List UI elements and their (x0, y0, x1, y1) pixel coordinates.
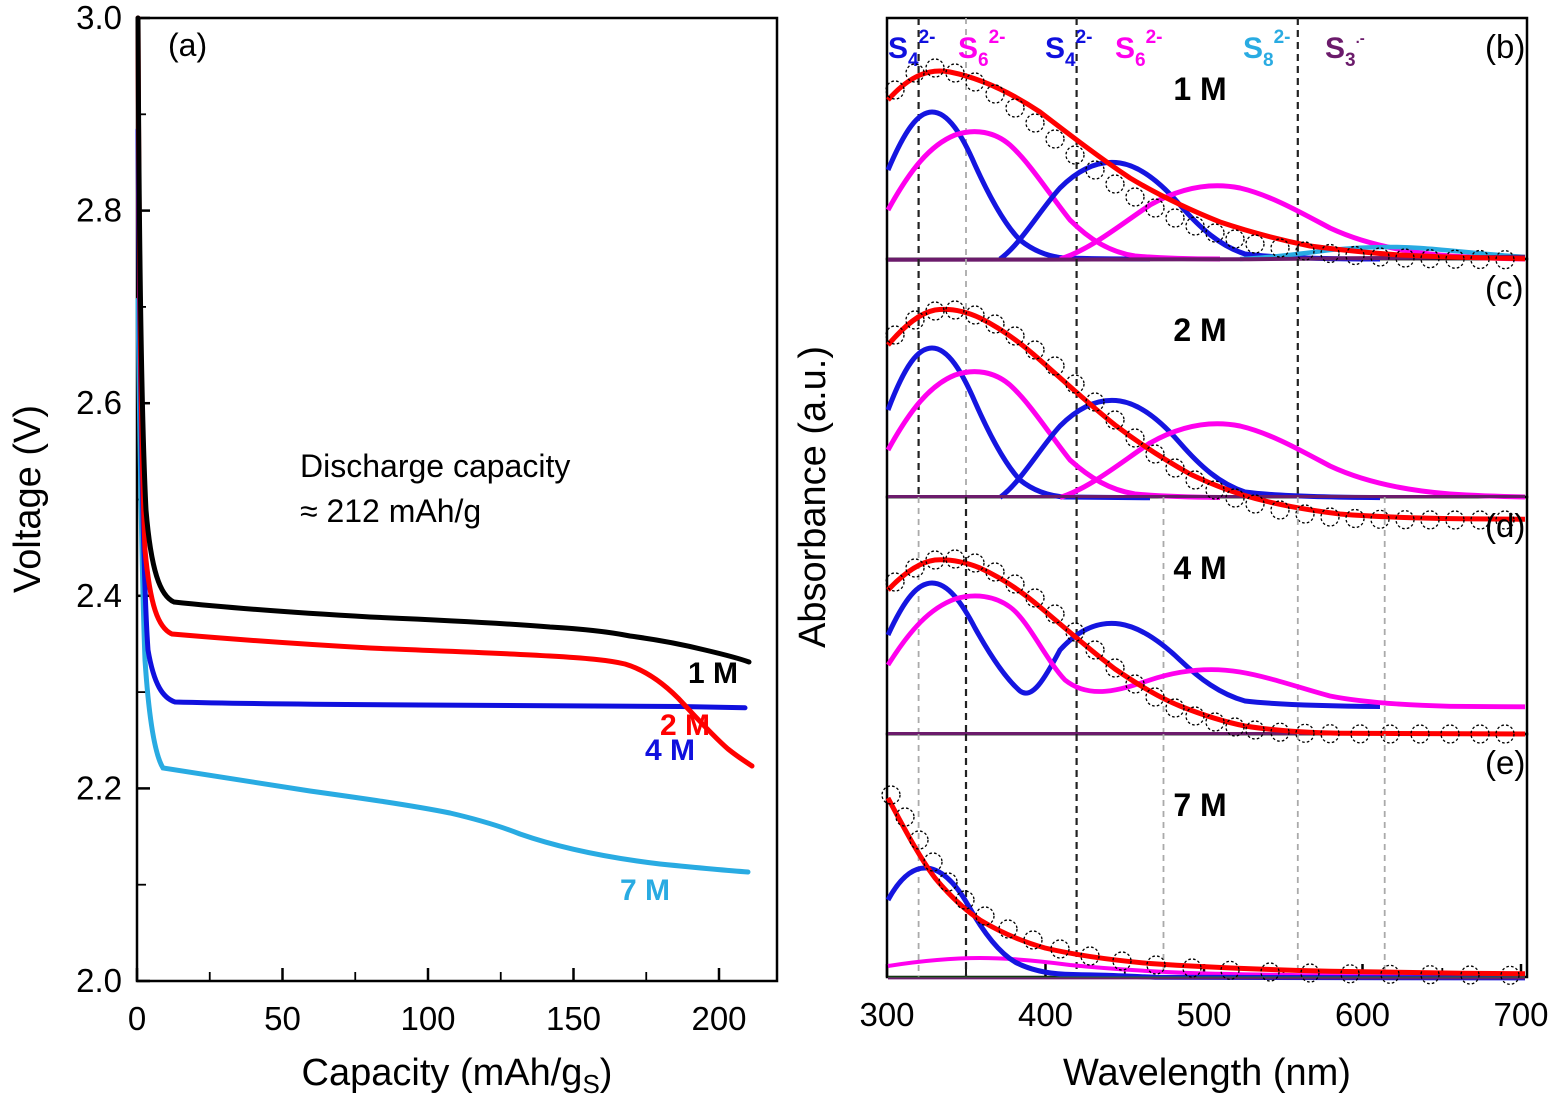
svg-text:1 M: 1 M (1173, 71, 1226, 107)
svg-text:2.8: 2.8 (76, 192, 122, 229)
svg-text:≈ 212 mAh/g: ≈ 212 mAh/g (300, 493, 481, 529)
svg-text:Wavelength (nm): Wavelength (nm) (1063, 1052, 1351, 1094)
svg-text:(c): (c) (1485, 269, 1523, 306)
svg-text:2.0: 2.0 (76, 962, 122, 999)
svg-text:7 M: 7 M (1173, 787, 1226, 823)
svg-text:2.6: 2.6 (76, 384, 122, 421)
svg-text:3.0: 3.0 (76, 0, 122, 36)
svg-text:(d): (d) (1485, 507, 1525, 544)
svg-text:Voltage (V): Voltage (V) (7, 405, 49, 593)
svg-text:(b): (b) (1485, 28, 1525, 65)
svg-text:Absorbance (a.u.): Absorbance (a.u.) (792, 346, 834, 648)
svg-text:200: 200 (691, 1000, 746, 1037)
svg-text:100: 100 (400, 1000, 455, 1037)
svg-text:150: 150 (546, 1000, 601, 1037)
svg-text:2 M: 2 M (1173, 312, 1226, 348)
svg-text:600: 600 (1335, 996, 1390, 1033)
svg-text:Discharge capacity: Discharge capacity (300, 448, 570, 484)
svg-text:1 M: 1 M (688, 657, 738, 690)
svg-text:2.2: 2.2 (76, 769, 122, 806)
svg-text:0: 0 (128, 1000, 146, 1037)
svg-text:(a): (a) (168, 27, 207, 63)
svg-text:300: 300 (859, 996, 914, 1033)
svg-text:4 M: 4 M (645, 734, 695, 767)
svg-text:4 M: 4 M (1173, 550, 1226, 586)
svg-text:500: 500 (1176, 996, 1231, 1033)
svg-text:7 M: 7 M (620, 874, 670, 907)
svg-text:400: 400 (1018, 996, 1073, 1033)
svg-text:(e): (e) (1485, 744, 1525, 781)
svg-text:2.4: 2.4 (76, 577, 122, 614)
svg-text:700: 700 (1493, 996, 1548, 1033)
svg-text:Capacity (mAh/gS): Capacity (mAh/gS) (302, 1052, 613, 1099)
svg-text:50: 50 (264, 1000, 301, 1037)
